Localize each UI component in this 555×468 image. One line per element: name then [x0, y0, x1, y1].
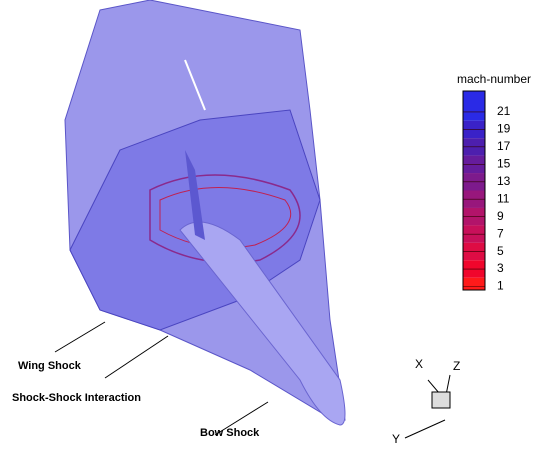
legend-label: 13 — [497, 174, 511, 188]
annotation: Bow Shock — [200, 427, 260, 439]
legend-label: 19 — [497, 122, 511, 136]
legend-band — [463, 91, 485, 121]
axis-label: Y — [392, 432, 400, 446]
legend-title: mach-number — [457, 72, 531, 86]
legend-label: 21 — [497, 104, 511, 118]
legend-label: 5 — [497, 244, 504, 258]
legend-band — [463, 278, 485, 290]
axis-label: Z — [453, 359, 460, 373]
flow-visualization — [65, 0, 345, 425]
legend: 21 19 17 15 13 11 9 7 5 3 1 — [463, 91, 511, 293]
legend-label: 3 — [497, 261, 504, 275]
legend-label: 9 — [497, 209, 504, 223]
legend-label: 15 — [497, 156, 511, 170]
legend-label: 1 — [497, 279, 504, 293]
legend-label: 11 — [497, 191, 510, 205]
page: mach-number 21 19 17 15 13 11 9 7 5 3 1 Wing Shock… — [0, 0, 555, 468]
legend-label: 7 — [497, 226, 504, 240]
axes-triad — [405, 375, 450, 438]
legend-label: 17 — [497, 139, 511, 153]
annotation: Wing Shock — [18, 360, 82, 372]
axis-label: X — [415, 357, 423, 371]
annotation: Shock-Shock Interaction — [12, 392, 141, 404]
